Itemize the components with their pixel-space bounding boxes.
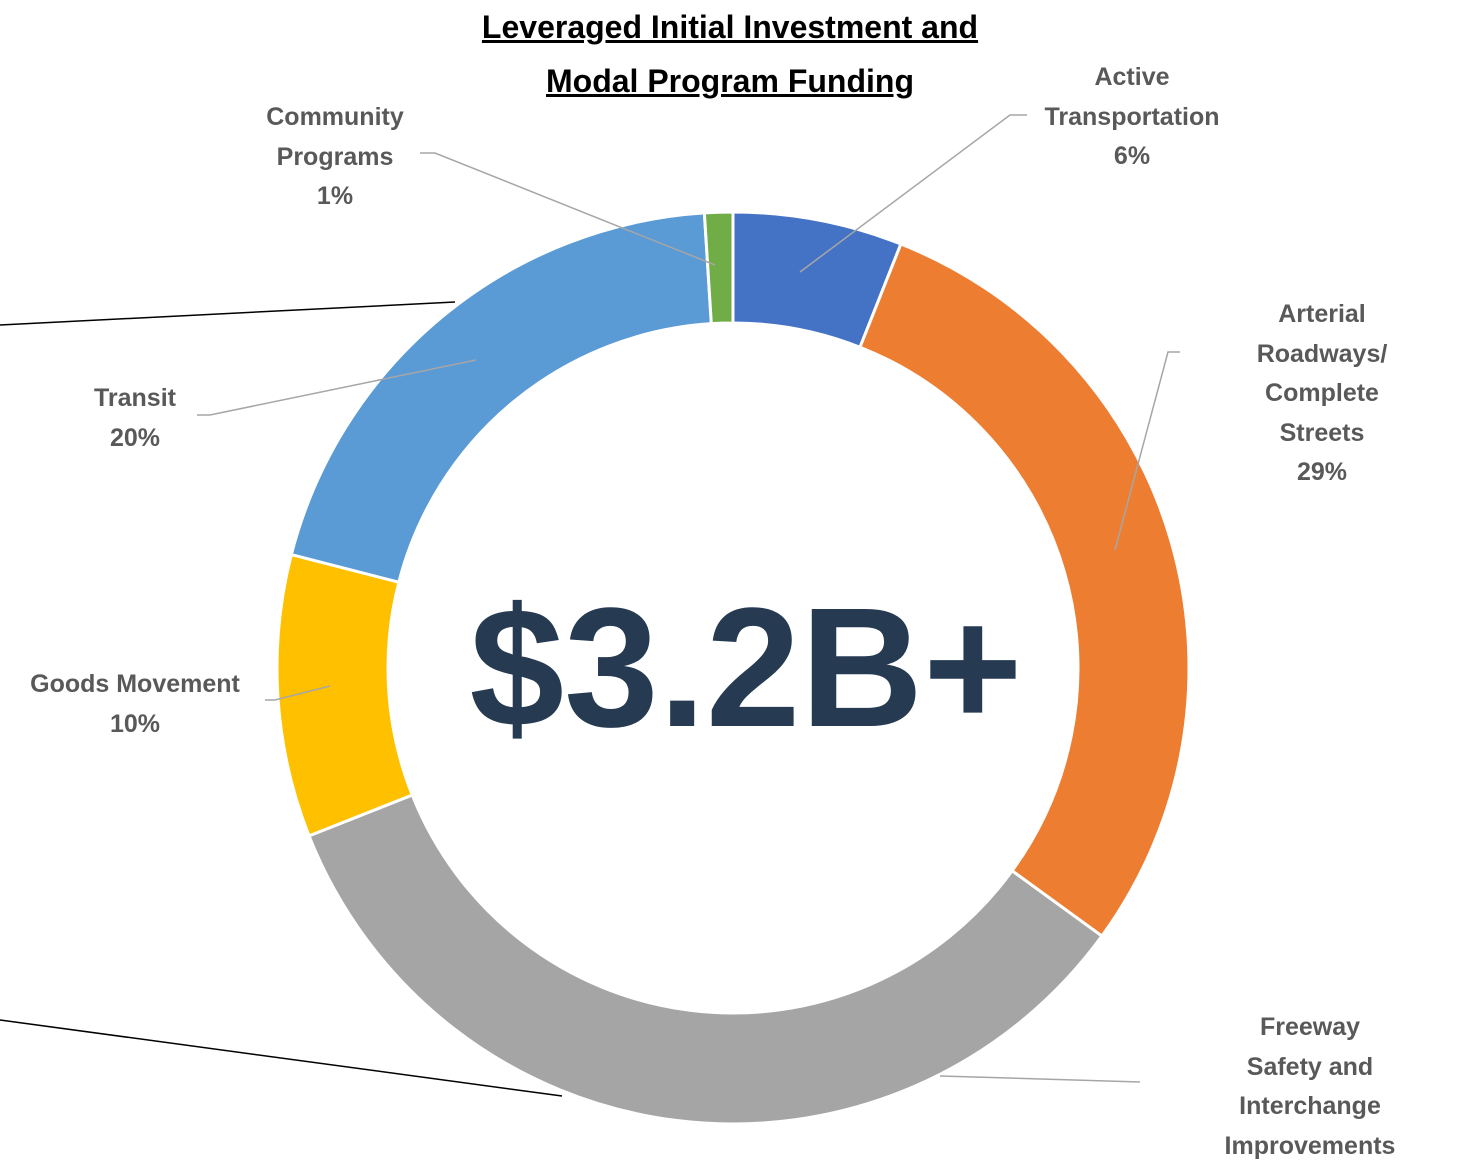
leader-line [1114,351,1180,551]
slice-value: 10% [109,709,161,738]
slice-label: Arterial Roadways/ Complete Streets 29% [1253,295,1391,493]
slice-name: Community Programs [266,103,404,171]
slice-name: Arterial Roadways/ Complete Streets [1256,300,1388,447]
slice-label: Community Programs 1% [266,98,404,217]
slice-label: Transit 20% [94,379,176,458]
center-label: $3.2B+ [469,573,1023,763]
slice-value: 20% [109,423,161,452]
slice-label: Goods Movement 10% [30,665,240,744]
connector-line [0,301,456,326]
slice-value: 6% [1113,142,1151,170]
slice [702,210,735,326]
chart-title: Leveraged Initial Investment and Modal P… [481,9,979,99]
slice [858,242,1191,939]
slice-name: Transit [94,384,176,412]
slice-name: Goods Movement [30,670,240,698]
slice [289,211,713,585]
slice-value: 1% [316,182,354,210]
slice-name: Active Transportation [1044,63,1220,131]
connector-line [0,1019,563,1097]
leader-line [799,114,1027,273]
leader-line [420,152,716,266]
slice [275,552,415,838]
slice-name: Freeway Safety and Interchange Improveme… [1224,1013,1396,1160]
slice [307,793,1105,1126]
slice-label: Active Transportation 6% [1044,58,1219,177]
slice-value: 29% [1296,458,1348,486]
slice-label: Freeway Safety and Interchange Improveme… [1225,1008,1396,1160]
leader-line [939,1075,1141,1083]
leader-line [197,359,477,416]
leader-line [265,685,331,701]
